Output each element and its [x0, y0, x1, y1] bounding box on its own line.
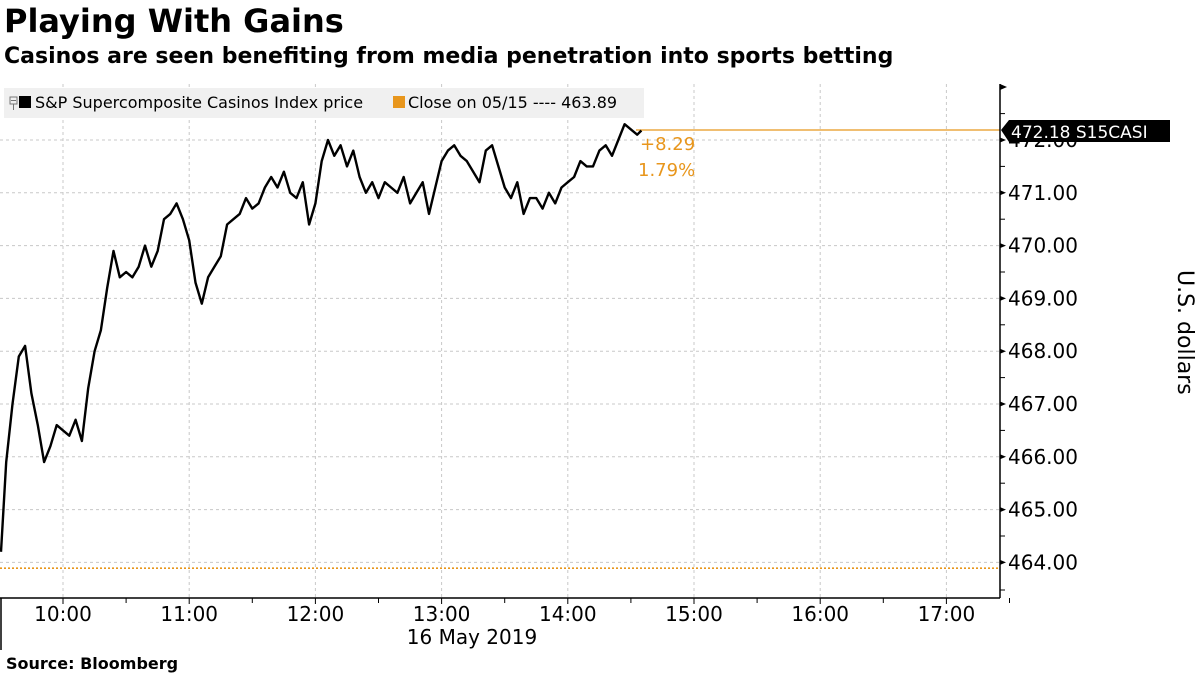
y-tick-mark: [1000, 348, 1006, 354]
x-tick-label: 12:00: [287, 602, 345, 626]
y-axis-ticks: 464.00 465.00 466.00 467.00 468.00 469.00 470.…: [1000, 113, 1078, 591]
last-price-tag: 472.18 S15CASI: [1001, 120, 1170, 143]
y-tick-label: 470.00: [1008, 234, 1078, 258]
y-tick-label: 466.00: [1008, 445, 1078, 469]
change-absolute-label: +8.29: [640, 134, 695, 155]
y-axis-label: U.S. dollars: [1172, 270, 1197, 395]
y-tick-label: 468.00: [1008, 339, 1078, 363]
chart-title: Playing With Gains: [4, 2, 344, 40]
legend-label-close: Close on 05/15 ---- 463.89: [408, 93, 617, 112]
x-tick-label: 17:00: [918, 602, 976, 626]
y-tick-mark: [1000, 454, 1006, 460]
x-tick-label: 11:00: [160, 602, 218, 626]
y-tick-mark: [1000, 243, 1006, 249]
y-tick-mark: [1000, 295, 1006, 301]
y-tick-mark: [1000, 137, 1006, 143]
y-tick-label: 471.00: [1008, 181, 1078, 205]
source-note: Source: Bloomberg: [6, 654, 179, 673]
y-axis-arrow-icon: [1000, 84, 1007, 90]
x-tick-label: 10:00: [34, 602, 92, 626]
legend: S&P Supercomposite Casinos Index price C…: [4, 88, 644, 118]
legend-swatch-price: [19, 96, 31, 108]
x-tick-label: 15:00: [665, 602, 723, 626]
legend-swatch-close: [393, 96, 405, 108]
x-axis-ticks: 10:00 11:00 12:00 13:00 14:00 15:00 16:00 17:00: [34, 598, 1010, 626]
x-axis-date-label: 16 May 2019: [407, 625, 537, 649]
legend-background: [4, 88, 644, 118]
x-tick-label: 16:00: [791, 602, 849, 626]
last-price-tag-text: 472.18 S15CASI: [1011, 123, 1148, 143]
y-tick-label: 467.00: [1008, 392, 1078, 416]
x-tick-label: 13:00: [413, 602, 471, 626]
x-tick-label: 14:00: [539, 602, 597, 626]
legend-label-price: S&P Supercomposite Casinos Index price: [35, 93, 363, 112]
y-tick-mark: [1000, 559, 1006, 565]
price-series-line: [0, 122, 643, 552]
legend-collapse-icon[interactable]: [9, 96, 18, 110]
y-tick-mark: [1000, 190, 1006, 196]
y-tick-mark: [1000, 507, 1006, 513]
y-tick-label: 469.00: [1008, 286, 1078, 310]
y-tick-label: 464.00: [1008, 550, 1078, 574]
chart-subtitle: Casinos are seen benefiting from media p…: [4, 44, 894, 69]
y-tick-label: 465.00: [1008, 498, 1078, 522]
change-percent-label: 1.79%: [638, 160, 695, 181]
gridlines: [0, 84, 1000, 598]
y-tick-mark: [1000, 401, 1006, 407]
